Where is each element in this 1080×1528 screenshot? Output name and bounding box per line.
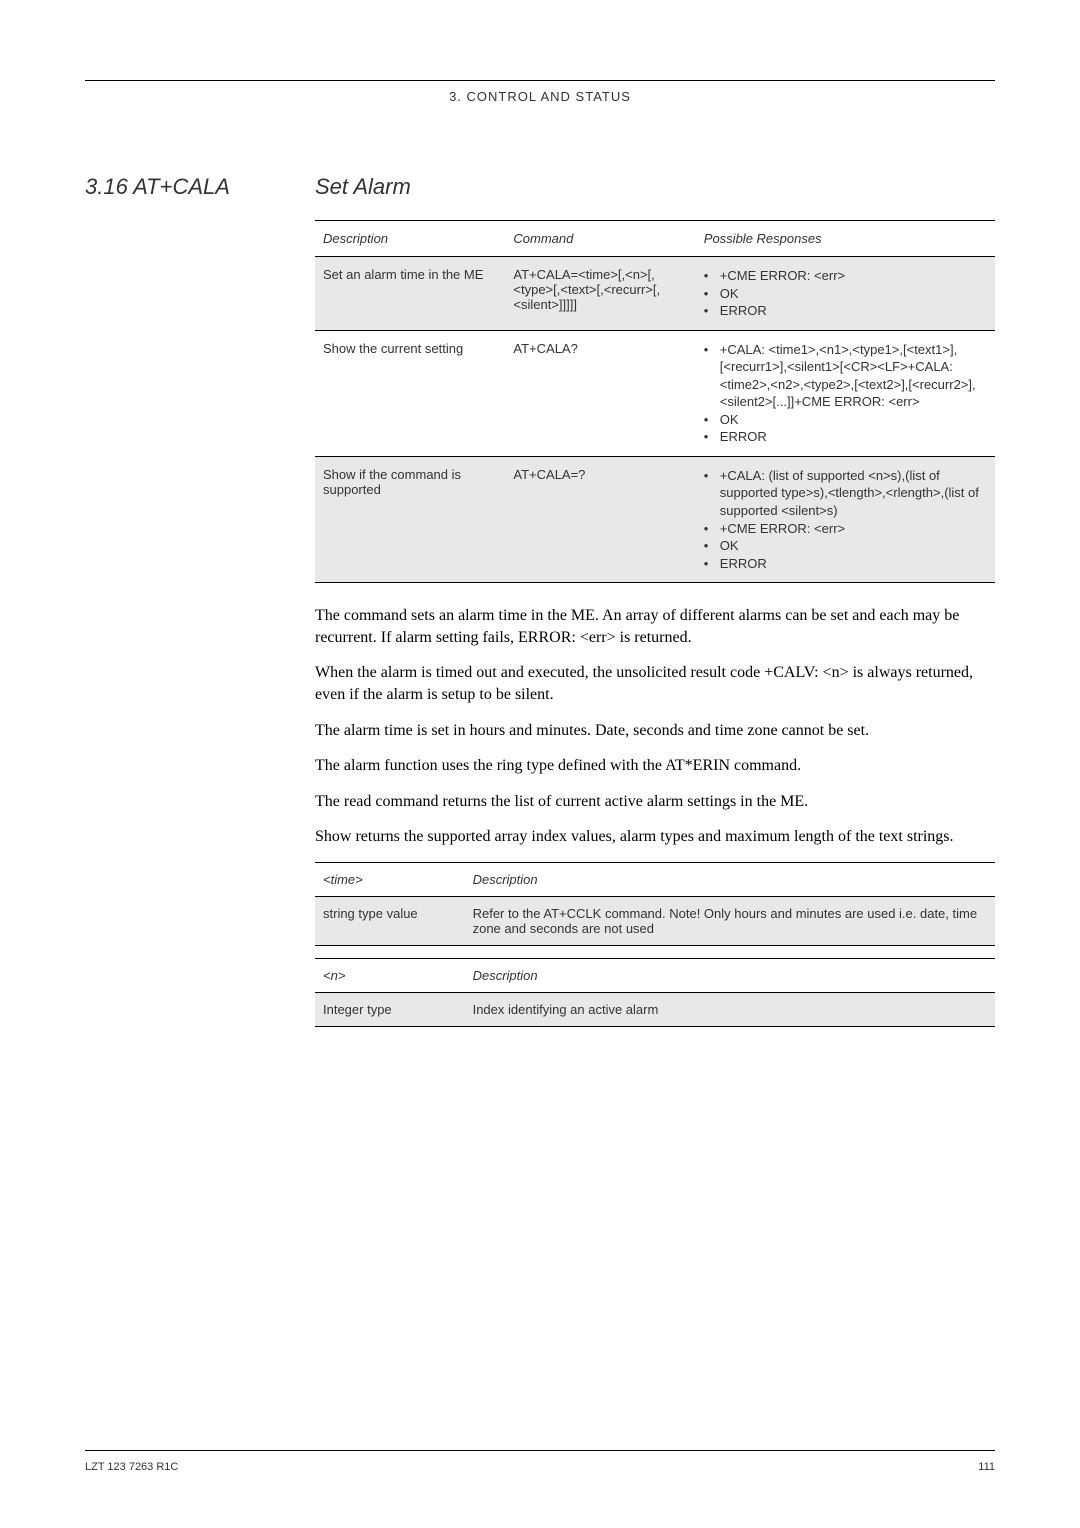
resp-item: ERROR — [704, 428, 987, 446]
table-row: Set an alarm time in the ME AT+CALA=<tim… — [315, 257, 995, 331]
footer: LZT 123 7263 R1C 111 — [85, 1450, 995, 1473]
resp-item: ERROR — [704, 555, 987, 573]
th-description: Description — [315, 221, 505, 257]
resp-item: OK — [704, 537, 987, 555]
cell-cmd: AT+CALA=<time>[,<n>[,<type>[,<text>[,<re… — [505, 257, 695, 331]
param-table-n: <n> Description Integer type Index ident… — [315, 958, 995, 1027]
cell-resp: +CALA: <time1>,<n1>,<type1>,[<text1>],[<… — [696, 330, 995, 456]
body-para: The command sets an alarm time in the ME… — [315, 605, 995, 648]
resp-item: +CME ERROR: <err> — [704, 267, 987, 285]
th-param-desc: Description — [465, 862, 995, 896]
resp-item: +CALA: <time1>,<n1>,<type1>,[<text1>],[<… — [704, 341, 987, 411]
th-responses: Possible Responses — [696, 221, 995, 257]
cell-desc: Show if the command is supported — [315, 456, 505, 582]
table-row: string type value Refer to the AT+CCLK c… — [315, 896, 995, 945]
cell-desc: Set an alarm time in the ME — [315, 257, 505, 331]
cell-desc: Show the current setting — [315, 330, 505, 456]
content-area: Description Command Possible Responses S… — [315, 220, 995, 1027]
table-row: Integer type Index identifying an active… — [315, 992, 995, 1026]
param-table-time: <time> Description string type value Ref… — [315, 862, 995, 946]
footer-rule — [85, 1450, 995, 1451]
resp-item: ERROR — [704, 302, 987, 320]
th-param-desc: Description — [465, 958, 995, 992]
cell-cmd: AT+CALA? — [505, 330, 695, 456]
section-heading: 3.16 AT+CALA Set Alarm — [85, 174, 995, 200]
body-para: Show returns the supported array index v… — [315, 826, 995, 848]
resp-item: OK — [704, 411, 987, 429]
table-row: Show if the command is supported AT+CALA… — [315, 456, 995, 582]
cell-cmd: AT+CALA=? — [505, 456, 695, 582]
header-rule — [85, 80, 995, 81]
cell-param-desc: Refer to the AT+CCLK command. Note! Only… — [465, 896, 995, 945]
cell-resp: +CME ERROR: <err> OK ERROR — [696, 257, 995, 331]
resp-item: +CME ERROR: <err> — [704, 520, 987, 538]
section-title: Set Alarm — [315, 174, 411, 200]
cell-param: Integer type — [315, 992, 465, 1026]
resp-item: +CALA: (list of supported <n>s),(list of… — [704, 467, 987, 520]
chapter-header: 3. CONTROL AND STATUS — [85, 89, 995, 104]
th-param: <n> — [315, 958, 465, 992]
body-para: The alarm time is set in hours and minut… — [315, 720, 995, 742]
cell-param-desc: Index identifying an active alarm — [465, 992, 995, 1026]
body-para: The read command returns the list of cur… — [315, 791, 995, 813]
cell-param: string type value — [315, 896, 465, 945]
body-para: The alarm function uses the ring type de… — [315, 755, 995, 777]
body-para: When the alarm is timed out and executed… — [315, 662, 995, 705]
table-row: Show the current setting AT+CALA? +CALA:… — [315, 330, 995, 456]
th-command: Command — [505, 221, 695, 257]
resp-item: OK — [704, 285, 987, 303]
page-number: 111 — [978, 1461, 995, 1473]
section-number: 3.16 AT+CALA — [85, 174, 315, 200]
th-param: <time> — [315, 862, 465, 896]
footer-doc-id: LZT 123 7263 R1C — [85, 1461, 178, 1473]
cell-resp: +CALA: (list of supported <n>s),(list of… — [696, 456, 995, 582]
command-table: Description Command Possible Responses S… — [315, 220, 995, 583]
